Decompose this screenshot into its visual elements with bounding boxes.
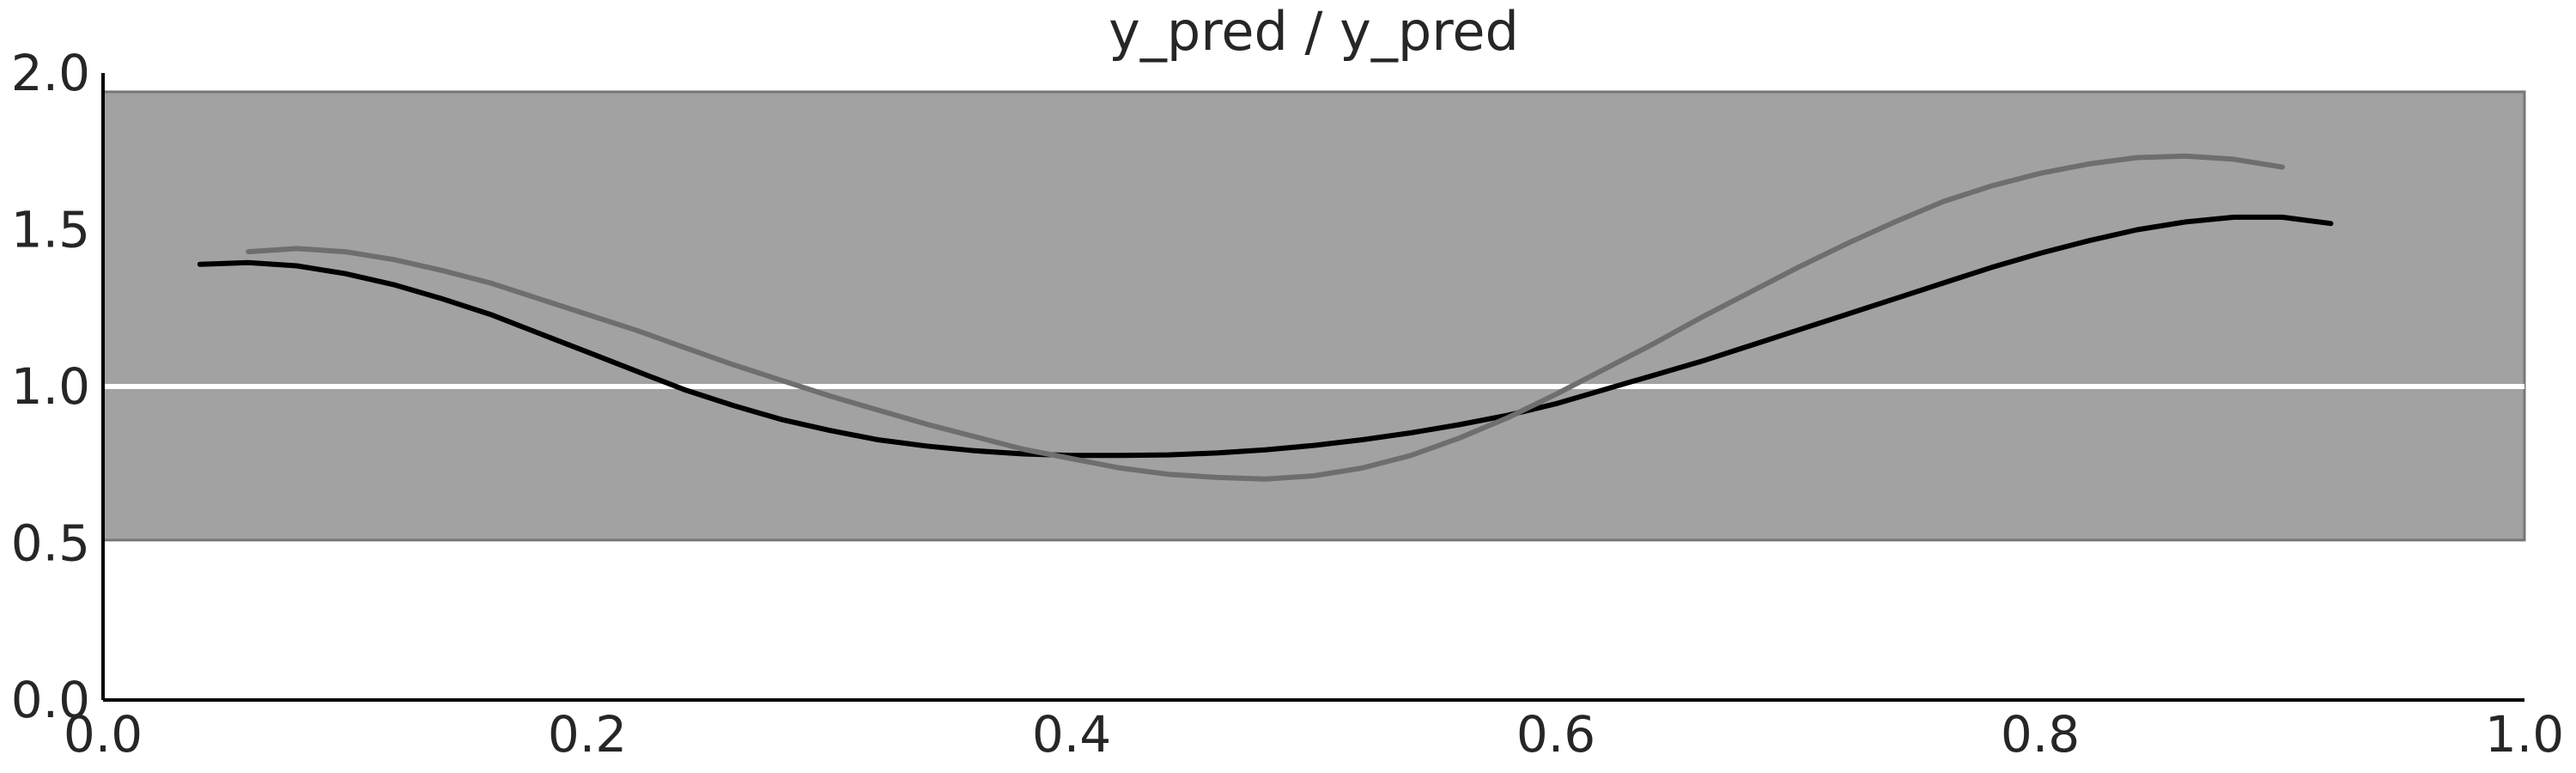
x-tick-label: 0.6	[1516, 705, 1595, 764]
y-axis-ticks: 0.0 0.5 1.0 1.5 2.0	[11, 44, 90, 729]
x-axis-ticks: 0.0 0.2 0.4 0.6 0.8 1.0	[64, 705, 2564, 764]
axes-layer	[101, 73, 2524, 702]
series-layer	[197, 153, 2334, 482]
y-tick-label: 2.0	[11, 44, 90, 102]
shaded-band	[101, 90, 2526, 542]
series-line-2	[246, 153, 2285, 482]
y-tick-label: 0.5	[11, 514, 90, 573]
x-tick-label: 0.2	[548, 705, 627, 764]
y-tick-label: 1.5	[11, 201, 90, 259]
y-tick-label: 1.0	[11, 357, 90, 416]
band-layer	[101, 90, 2526, 542]
series-line-1	[197, 214, 2334, 459]
x-tick-label: 0.4	[1032, 705, 1111, 764]
chart-title: y_pred / y_pred	[1109, 0, 1519, 63]
x-tick-label: 0.0	[64, 705, 143, 764]
x-tick-label: 0.8	[2001, 705, 2080, 764]
y-tick-label: 0.0	[11, 671, 90, 729]
x-tick-label: 1.0	[2485, 705, 2564, 764]
